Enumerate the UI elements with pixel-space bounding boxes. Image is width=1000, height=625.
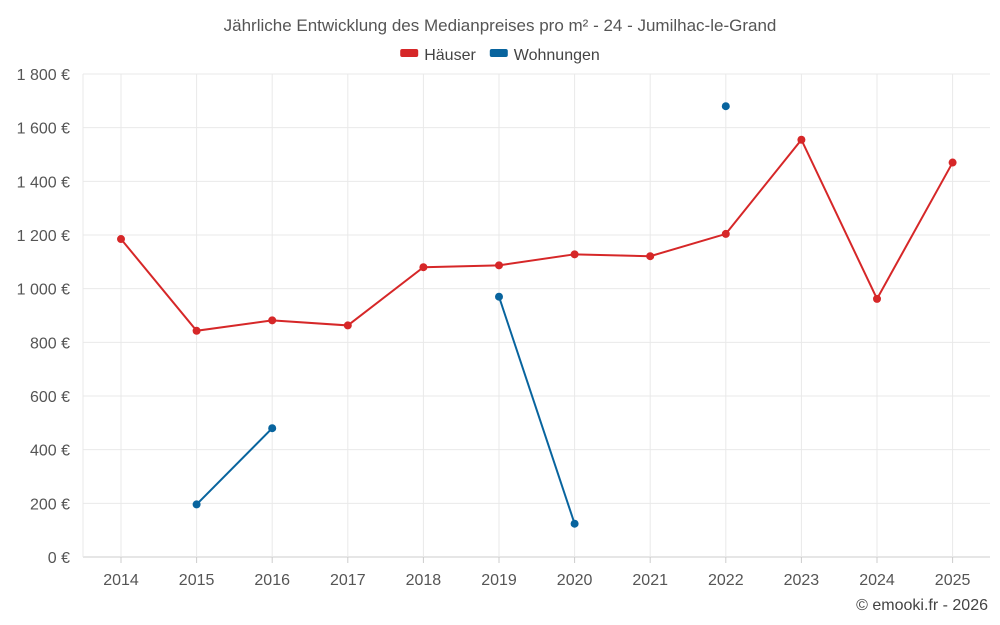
y-tick-label: 1 200 € [17,228,70,245]
data-point[interactable] [797,135,806,144]
x-tick-label: 2018 [406,572,442,589]
series-layer [117,102,957,528]
x-tick-label: 2015 [179,572,215,589]
data-point[interactable] [495,261,503,270]
grid [82,73,990,558]
series-line [498,296,576,525]
chart-title: Jährliche Entwicklung des Medianpreises … [224,16,777,35]
legend-swatch [400,49,419,57]
data-point[interactable] [192,500,201,509]
series-line [120,137,954,332]
legend-item[interactable]: Häuser [400,47,476,64]
data-point[interactable] [646,252,655,261]
series-1 [192,102,730,528]
data-point[interactable] [495,292,503,301]
y-tick-label: 1 400 € [17,174,70,191]
series-line [195,427,273,506]
y-tick-label: 0 € [48,550,70,567]
x-tick-label: 2021 [632,572,668,589]
series-0 [117,135,957,335]
data-point[interactable] [948,158,957,167]
y-axis: 0 € 200 € 400 € 600 € 800 € 1 000 € 1 200 € 1 4… [17,67,70,567]
legend-swatch [489,49,508,57]
data-point[interactable] [192,326,201,335]
data-point[interactable] [873,294,881,303]
data-point[interactable] [343,321,352,330]
data-point[interactable] [419,263,428,272]
data-point[interactable] [721,102,730,111]
y-tick-label: 1 800 € [17,67,70,84]
y-tick-label: 200 € [30,496,70,513]
legend-label: Häuser [424,47,476,64]
x-tick-label: 2024 [859,572,895,589]
x-tick-label: 2022 [708,572,744,589]
x-tick-label: 2025 [935,572,971,589]
y-tick-label: 400 € [30,443,70,460]
data-point[interactable] [268,424,277,433]
y-tick-label: 1 000 € [17,282,70,299]
y-tick-label: 600 € [30,389,70,406]
x-tick-label: 2020 [557,572,593,589]
x-tick-label: 2023 [784,572,820,589]
credit-text: © emooki.fr - 2026 [856,597,988,614]
legend: Häuser Wohnungen [400,47,600,64]
x-tick-label: 2014 [103,572,139,589]
data-point[interactable] [268,316,277,325]
data-point[interactable] [117,235,125,244]
data-point[interactable] [570,250,579,259]
x-axis: 2014 2015 2016 2017 2018 2019 2020 2021 2022 2023… [103,557,970,589]
legend-label: Wohnungen [514,47,600,64]
y-tick-label: 800 € [30,335,70,352]
data-point[interactable] [721,229,730,238]
legend-item[interactable]: Wohnungen [489,47,600,64]
x-tick-label: 2017 [330,572,366,589]
data-point[interactable] [570,519,579,528]
x-tick-label: 2016 [254,572,290,589]
y-tick-label: 1 600 € [17,121,70,138]
x-tick-label: 2019 [481,572,517,589]
